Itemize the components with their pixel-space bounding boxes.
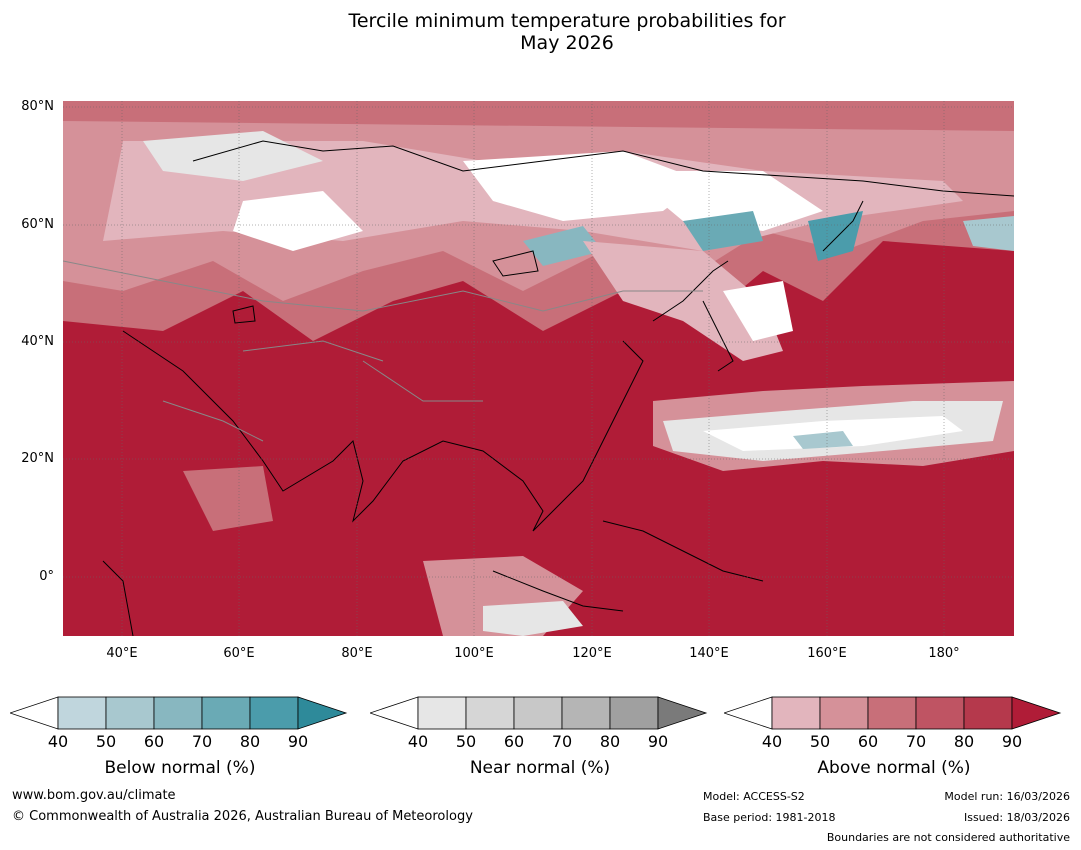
lat-label-40n: 40°N: [21, 334, 54, 349]
colorbar-near-swatches: [368, 696, 708, 730]
colorbar-swatch: [105, 696, 155, 730]
copyright-text: © Commonwealth of Australia 2026, Austra…: [12, 809, 473, 824]
colorbar-swatch: [153, 696, 203, 730]
colorbar-swatch: [915, 696, 965, 730]
region-below-3: [808, 211, 863, 261]
lon-label-80e: 80°E: [341, 646, 373, 661]
colorbar-swatch: [609, 696, 659, 730]
tick: 60: [857, 732, 879, 751]
region-arabia-above: [183, 466, 273, 531]
colorbar-extend-high: [1011, 696, 1062, 730]
issued-text: Issued: 18/03/2026: [963, 811, 1070, 824]
tick: 80: [239, 732, 261, 751]
region-white-2: [623, 171, 823, 231]
lon-label-60e: 60°E: [223, 646, 255, 661]
tick: 60: [503, 732, 525, 751]
lon-label-180: 180°: [928, 646, 960, 661]
lon-label-120e: 120°E: [572, 646, 612, 661]
coastlines: [102, 140, 1014, 636]
colorbar-swatch: [57, 696, 107, 730]
colorbar-above-normal: 40 50 60 70 80 90 Above normal (%): [722, 694, 1064, 778]
colorbar-swatch: [963, 696, 1013, 730]
map-title: Tercile minimum temperature probabilitie…: [0, 10, 1081, 54]
tick: 60: [143, 732, 165, 751]
colorbar-above-label: Above normal (%): [817, 758, 971, 778]
model-text: Model: ACCESS-S2: [703, 790, 805, 803]
region-south-near: [483, 601, 583, 636]
lat-label-20n: 20°N: [21, 451, 54, 466]
tick: 50: [455, 732, 477, 751]
tick: 80: [599, 732, 621, 751]
colorbar-below-normal: 40 50 60 70 80 90 Below normal (%): [8, 694, 350, 778]
tick: 80: [953, 732, 975, 751]
region-below-1: [523, 226, 603, 266]
tick: 40: [761, 732, 783, 751]
tick: 90: [647, 732, 669, 751]
colorbar-swatch: [465, 696, 515, 730]
region-white-1: [463, 151, 703, 221]
map-canvas: [63, 101, 1014, 636]
tick: 40: [407, 732, 429, 751]
tick: 50: [809, 732, 831, 751]
colorbar-swatch: [819, 696, 869, 730]
tick: 90: [287, 732, 309, 751]
disclaimer-text: Boundaries are not considered authoritat…: [826, 831, 1070, 844]
tick: 50: [95, 732, 117, 751]
colorbar-swatch: [771, 696, 821, 730]
colorbar-swatch: [201, 696, 251, 730]
region-white-east-asia: [723, 281, 793, 341]
lon-label-140e: 140°E: [689, 646, 729, 661]
tick: 90: [1001, 732, 1023, 751]
colorbar-near-normal: 40 50 60 70 80 90 Near normal (%): [368, 694, 710, 778]
colorbar-extend-high: [297, 696, 348, 730]
website-link[interactable]: www.bom.gov.au/climate: [12, 788, 176, 803]
colorbar-swatch: [417, 696, 467, 730]
colorbar-near-label: Near normal (%): [469, 758, 611, 778]
tick: 40: [47, 732, 69, 751]
colorbar-swatch: [513, 696, 563, 730]
lat-label-0: 0°: [39, 569, 54, 584]
colorbar-above-swatches: [722, 696, 1062, 730]
colorbar-swatch: [249, 696, 299, 730]
colorbar-swatch: [561, 696, 611, 730]
base-period-text: Base period: 1981-2018: [703, 811, 836, 824]
region-white-3: [233, 191, 363, 251]
lon-label-160e: 160°E: [807, 646, 847, 661]
gridlines: [63, 101, 1014, 636]
title-line-2: May 2026: [520, 32, 614, 54]
region-below-2: [683, 211, 763, 251]
region-pacific-below: [793, 431, 853, 449]
colorbar-below-swatches: [8, 696, 348, 730]
lat-label-80n: 80°N: [21, 99, 54, 114]
colorbar-extend-low: [722, 696, 773, 730]
colorbar-swatch: [867, 696, 917, 730]
lon-label-100e: 100°E: [454, 646, 494, 661]
boundaries: [63, 260, 703, 442]
title-line-1: Tercile minimum temperature probabilitie…: [348, 10, 786, 32]
tick: 70: [551, 732, 573, 751]
colorbar-extend-low: [8, 696, 59, 730]
probability-map: [63, 101, 1014, 636]
colorbar-below-label: Below normal (%): [104, 758, 256, 778]
lat-label-60n: 60°N: [21, 217, 54, 232]
model-run-text: Model run: 16/03/2026: [944, 790, 1070, 803]
colorbar-extend-low: [368, 696, 419, 730]
tick: 70: [905, 732, 927, 751]
colorbar-extend-high: [657, 696, 708, 730]
tick: 70: [191, 732, 213, 751]
lon-label-40e: 40°E: [106, 646, 138, 661]
